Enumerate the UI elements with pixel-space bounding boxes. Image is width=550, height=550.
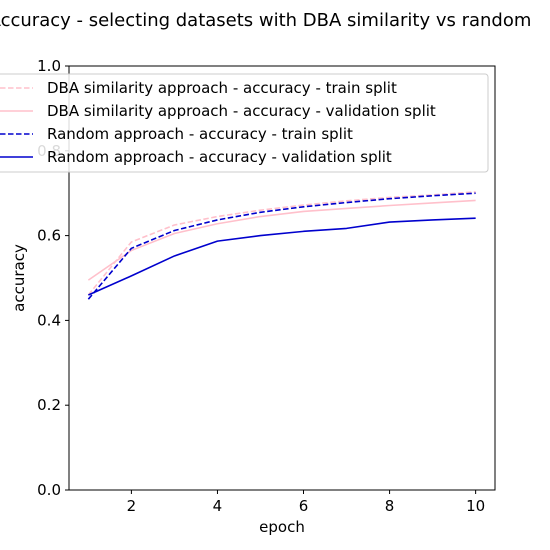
y-axis-label: accuracy	[10, 244, 28, 312]
chart-title: Accuracy - selecting datasets with DBA s…	[0, 10, 531, 31]
series-line-3	[88, 193, 475, 299]
x-axis-label: epoch	[259, 518, 305, 536]
x-tick-label: 6	[299, 497, 309, 515]
legend-label: Random approach - accuracy - validation …	[47, 148, 392, 166]
x-tick-label: 8	[385, 497, 395, 515]
x-tick-label: 10	[466, 497, 485, 515]
y-tick-label: 1.0	[37, 57, 61, 75]
series-layer	[88, 192, 475, 299]
legend-label: Random approach - accuracy - train split	[47, 125, 353, 143]
x-tick-label: 4	[213, 497, 223, 515]
x-tick-label: 2	[127, 497, 137, 515]
y-tick-label: 0.0	[37, 481, 61, 499]
y-tick-label: 0.6	[37, 227, 61, 245]
x-axis: 2 4 6 8 10	[127, 490, 486, 515]
series-line-1	[88, 192, 475, 295]
legend-label: DBA similarity approach - accuracy - val…	[47, 102, 436, 120]
series-line-4	[88, 218, 475, 295]
legend-label: DBA similarity approach - accuracy - tra…	[47, 79, 397, 97]
legend: DBA similarity approach - accuracy - tra…	[0, 74, 488, 172]
y-tick-label: 0.4	[37, 311, 61, 329]
y-tick-label: 0.2	[37, 396, 61, 414]
